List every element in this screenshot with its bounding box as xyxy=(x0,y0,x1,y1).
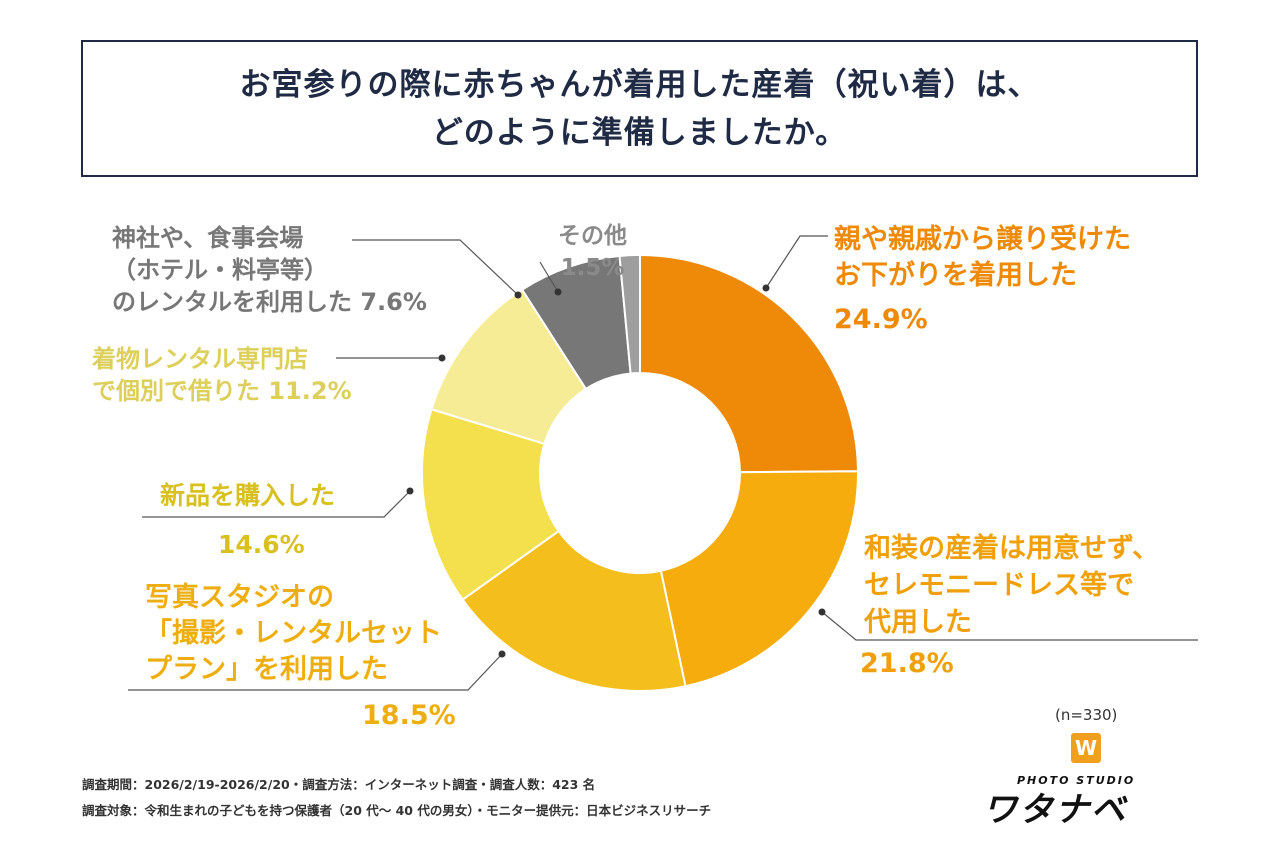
leader-dot-new-purchase xyxy=(406,487,414,495)
logo-subtitle: PHOTO STUDIO xyxy=(1017,774,1136,787)
label-ceremony-dress-line-1: 和装の産着は用意せず、 xyxy=(864,533,1160,564)
label-kimono-rental-line-2: で個別で借りた 11.2% xyxy=(92,377,352,405)
sample-size: (n=330) xyxy=(1055,706,1118,724)
leader-dot-shrine-rental xyxy=(514,291,522,299)
label-kimono-rental-line-1: 着物レンタル専門店 xyxy=(92,345,308,373)
label-ceremony-dress-line-2: セレモニードレス等で xyxy=(864,570,1134,601)
label-other: その他 1.5% xyxy=(558,220,627,284)
label-hand-me-down-line-2: お下がりを着用した xyxy=(834,260,1077,291)
leader-dot-photo-studio xyxy=(498,650,506,658)
label-ceremony-dress-line-3: 代用した xyxy=(864,607,972,638)
label-shrine-rental-line-1: 神社や、食事会場 xyxy=(112,224,304,252)
label-photo-studio: 写真スタジオの 「撮影・レンタルセット プラン」を利用した xyxy=(145,580,442,688)
value-ceremony-dress: 21.8% xyxy=(860,648,954,679)
leader-dot-kimono-rental xyxy=(438,354,446,362)
label-other-line-1: その他 xyxy=(558,223,627,249)
leader-line-new-purchase xyxy=(142,490,411,518)
slice-photo-studio xyxy=(461,529,687,692)
label-hand-me-down-line-1: 親や親戚から譲り受けた xyxy=(834,224,1131,255)
leader-line-other xyxy=(539,261,559,293)
label-photo-studio-line-1: 写真スタジオの xyxy=(145,582,334,613)
title-line-1: お宮参りの際に赤ちゃんが着用した産着（祝い着）は、 xyxy=(239,66,1040,103)
slice-hand-me-down xyxy=(639,253,860,474)
leader-line-photo-studio xyxy=(128,653,503,691)
logo-name: ワタナベ xyxy=(983,790,1127,830)
survey-period: 調査期間：2026/2/19-2026/2/20・調査方法：インターネット調査・… xyxy=(82,777,596,792)
studio-logo: W PHOTO STUDIO ワタナベ xyxy=(983,728,1183,830)
leader-line-shrine-rental xyxy=(352,239,519,296)
survey-target: 調査対象：令和生まれの子どもを持つ保護者（20 代〜 40 代の男女）・モニター… xyxy=(82,803,712,818)
slice-new-purchase xyxy=(421,408,560,602)
label-new-purchase: 新品を購入した xyxy=(160,481,336,510)
logo-mark: W xyxy=(1071,733,1101,763)
value-new-purchase: 14.6% xyxy=(218,530,305,559)
slice-other xyxy=(618,253,641,375)
label-shrine-rental: 神社や、食事会場 （ホテル・料亭等） のレンタルを利用した 7.6% xyxy=(112,222,427,318)
title-line-2: どのように準備しましたか。 xyxy=(431,114,848,151)
label-ceremony-dress: 和装の産着は用意せず、 セレモニードレス等で 代用した xyxy=(864,530,1159,641)
leader-dot-hand-me-down xyxy=(762,284,770,292)
slice-ceremony-dress xyxy=(659,470,859,688)
label-kimono-rental: 着物レンタル専門店 で個別で借りた 11.2% xyxy=(92,343,352,407)
leader-line-hand-me-down xyxy=(765,235,828,289)
label-photo-studio-line-2: 「撮影・レンタルセット xyxy=(145,618,442,649)
value-photo-studio: 18.5% xyxy=(362,700,456,731)
leader-line-ceremony-dress xyxy=(821,611,1198,641)
label-hand-me-down: 親や親戚から譲り受けた お下がりを着用した 24.9% xyxy=(834,222,1131,338)
label-photo-studio-line-3: プラン」を利用した xyxy=(145,654,388,685)
title-box: お宮参りの際に赤ちゃんが着用した産着（祝い着）は、 どのように準備しましたか。 xyxy=(81,40,1198,177)
label-shrine-rental-line-3: のレンタルを利用した 7.6% xyxy=(112,288,427,316)
value-hand-me-down: 24.9% xyxy=(834,304,928,335)
leader-dot-other xyxy=(554,288,562,296)
leader-dot-ceremony-dress xyxy=(818,608,826,616)
label-other-line-2: 1.5% xyxy=(560,255,625,281)
label-shrine-rental-line-2: （ホテル・料亭等） xyxy=(112,256,328,284)
